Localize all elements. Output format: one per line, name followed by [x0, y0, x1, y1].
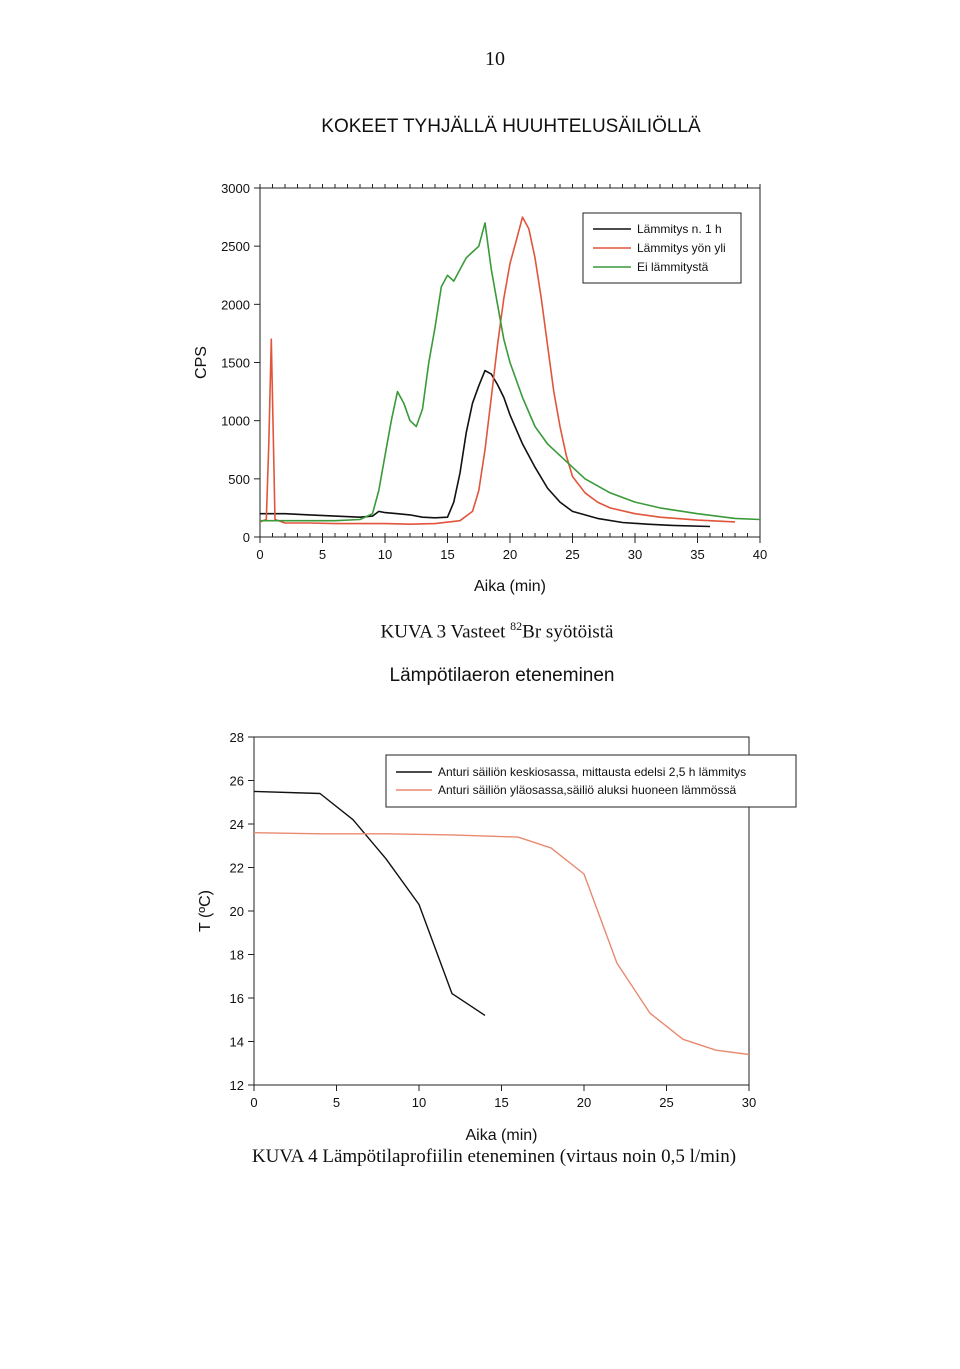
temp-chart-xtick-label: 30	[742, 1095, 756, 1110]
temp-chart-xtick-label: 5	[333, 1095, 340, 1110]
temp-chart-xtick-label: 15	[494, 1095, 508, 1110]
cps-chart-legend-label-2: Lämmitys yön yli	[637, 241, 726, 255]
temp-chart-ytick-label: 12	[230, 1078, 244, 1093]
cps-chart-ytick-label: 2500	[221, 239, 250, 254]
figure-3-caption: KUVA 3 Vasteet 82Br syötöistä	[0, 619, 960, 643]
cps-chart-xtick-label: 35	[690, 547, 704, 562]
cps-chart-xtick-label: 10	[378, 547, 392, 562]
cps-chart-ytick-label: 3000	[221, 181, 250, 196]
cps-chart-xtick-label: 15	[440, 547, 454, 562]
temp-chart-x-axis-label: Aika (min)	[465, 1127, 537, 1144]
cps-chart-x-axis-label: Aika (min)	[474, 578, 546, 595]
cps-chart-ytick-label: 2000	[221, 297, 250, 312]
cps-chart-legend-label-1: Lämmitys n. 1 h	[637, 222, 722, 236]
cps-chart-series-line-1	[260, 369, 711, 528]
page-number: 10	[485, 48, 505, 70]
temp-chart-ytick-label: 20	[230, 904, 244, 919]
temp-chart-ytick-label: 28	[230, 730, 244, 745]
cps-chart-y-axis-label: CPS	[193, 346, 210, 379]
temp-chart-ytick-label: 24	[230, 817, 244, 832]
temp-chart-legend	[385, 754, 797, 808]
temp-chart-y-axis-label: T (ºC)	[197, 890, 214, 932]
figure-3-caption-suffix: Br syötöistä	[522, 621, 614, 643]
cps-chart-xtick-label: 30	[628, 547, 642, 562]
cps-chart-legend-label-3: Ei lämmitystä	[637, 260, 709, 274]
cps-chart-series-line-3	[260, 222, 761, 522]
temp-chart-ytick-label: 22	[230, 861, 244, 876]
section-title: KOKEET TYHJÄLLÄ HUUHTELUSÄILIÖLLÄ	[321, 116, 701, 137]
cps-chart-ytick-label: 0	[243, 530, 250, 545]
temp-chart-series-line-1	[253, 790, 486, 1016]
temp-chart-series-line-2	[253, 832, 750, 1056]
cps-chart-series-line-2	[259, 216, 736, 525]
temp-chart-legend-label-2: Anturi säiliön yläosassa,säiliö aluksi h…	[438, 783, 736, 797]
figure-4-caption: KUVA 4 Lämpötilaprofiilin eteneminen (vi…	[251, 1146, 737, 1167]
temp-chart-xtick-label: 0	[250, 1095, 257, 1110]
cps-chart-xtick-label: 20	[503, 547, 517, 562]
cps-chart-xtick-label: 0	[256, 547, 263, 562]
cps-chart-xtick-label: 25	[565, 547, 579, 562]
temp-chart-legend-label-1: Anturi säiliön keskiosassa, mittausta ed…	[438, 765, 746, 779]
temp-chart-ytick-label: 18	[230, 948, 244, 963]
figure-4-title: Lämpötilaeron eteneminen	[389, 665, 615, 686]
temp-chart-xtick-label: 10	[412, 1095, 426, 1110]
cps-chart-ytick-label: 1500	[221, 356, 250, 371]
cps-chart-xtick-label: 40	[753, 547, 767, 562]
figure-3-caption-prefix: KUVA 3 Vasteet	[380, 621, 511, 643]
cps-chart-xtick-label: 5	[319, 547, 326, 562]
cps-chart-ytick-label: 500	[228, 472, 250, 487]
temp-chart-ytick-label: 14	[230, 1035, 244, 1050]
temp-chart-xtick-label: 25	[659, 1095, 673, 1110]
figure-3-caption-superscript: 82	[510, 619, 523, 633]
temp-chart-xtick-label: 20	[577, 1095, 591, 1110]
cps-chart-ytick-label: 1000	[221, 414, 250, 429]
temp-chart-ytick-label: 16	[230, 991, 244, 1006]
temp-chart-ytick-label: 26	[230, 774, 244, 789]
